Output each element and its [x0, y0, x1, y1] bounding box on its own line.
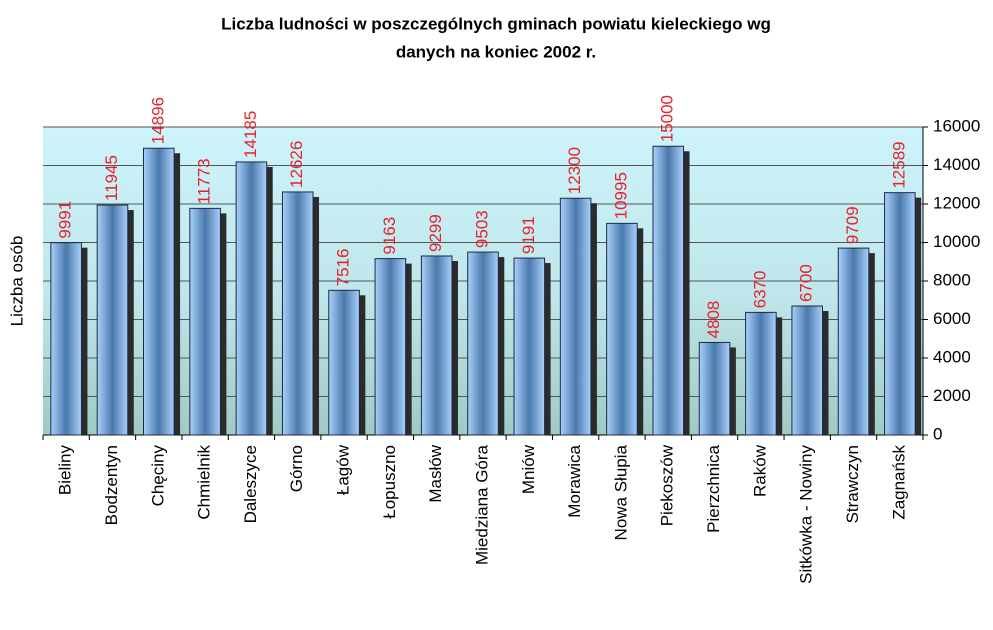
bar [698, 341, 731, 436]
x-tick-label: Łagów [334, 444, 353, 495]
bar [884, 192, 916, 436]
x-tick-label: Strawczyn [843, 445, 862, 523]
value-label: 9991 [56, 201, 75, 239]
bar [50, 242, 82, 436]
bar [281, 191, 314, 436]
y-tick-label: 2000 [933, 386, 971, 405]
x-tick-label: Daleszyce [241, 445, 260, 523]
x-tick-label: Nowa Słupia [611, 444, 630, 540]
bar [328, 289, 360, 436]
y-tick-label: 4000 [933, 347, 971, 366]
y-tick-label: 14000 [933, 155, 980, 174]
value-label: 12300 [565, 147, 584, 194]
value-label: 7516 [334, 248, 353, 286]
y-tick-label: 8000 [933, 270, 971, 289]
bar [837, 247, 870, 436]
value-label: 11945 [102, 155, 121, 201]
value-label: 11773 [195, 158, 214, 204]
value-label: 9191 [519, 216, 538, 254]
bar [791, 305, 823, 436]
bar [143, 147, 175, 436]
bar [467, 251, 499, 436]
value-label: 6700 [797, 264, 816, 302]
x-tick-label: Raków [750, 444, 769, 497]
value-label: 14185 [241, 111, 260, 158]
x-tick-label: Morawica [565, 444, 584, 517]
bar [745, 311, 777, 436]
bar [420, 255, 453, 436]
chart-title: danych na koniec 2002 r. [396, 42, 596, 61]
x-tick-label: Zagnańsk [889, 445, 908, 520]
value-label: 12626 [287, 141, 306, 188]
y-tick-label: 0 [933, 424, 942, 443]
value-label: 9163 [380, 217, 399, 255]
x-tick-label: Bodzentyn [102, 445, 121, 525]
x-tick-label: Masłów [426, 444, 445, 502]
value-label: 9299 [426, 214, 445, 252]
y-tick-label: 12000 [933, 193, 980, 212]
x-tick-label: Górno [287, 445, 306, 492]
x-tick-label: Miedziana Góra [472, 444, 491, 565]
value-label: 12589 [889, 141, 908, 188]
x-tick-label: Chmielnik [195, 445, 214, 520]
y-tick-label: 16000 [933, 116, 980, 135]
bar [96, 204, 129, 436]
value-label: 6370 [750, 271, 769, 309]
x-tick-label: Łopuszno [380, 445, 399, 519]
bar [189, 207, 221, 436]
chart-title: Liczba ludności w poszczególnych gminach… [221, 14, 771, 33]
value-label: 14896 [148, 97, 167, 144]
value-label: 10995 [611, 172, 630, 219]
x-tick-label: Bieliny [56, 445, 75, 496]
bar [559, 197, 592, 436]
x-tick-label: Mniów [519, 444, 538, 494]
value-label: 4808 [704, 301, 723, 339]
bar [652, 145, 685, 436]
value-label: 9709 [843, 206, 862, 244]
value-label: 9503 [472, 210, 491, 248]
y-tick-label: 10000 [933, 232, 980, 251]
x-tick-label: Piekoszów [658, 444, 677, 526]
bar [235, 161, 268, 436]
bar [513, 257, 546, 436]
y-axis-title: Liczba osób [7, 236, 26, 327]
x-tick-label: Chęciny [148, 445, 167, 507]
x-tick-label: Pierzchnica [704, 444, 723, 532]
value-label: 15000 [658, 95, 677, 142]
bar [374, 258, 407, 436]
bar [606, 222, 638, 436]
y-tick-label: 6000 [933, 309, 971, 328]
x-tick-label: Sitkówka - Nowiny [797, 445, 816, 584]
